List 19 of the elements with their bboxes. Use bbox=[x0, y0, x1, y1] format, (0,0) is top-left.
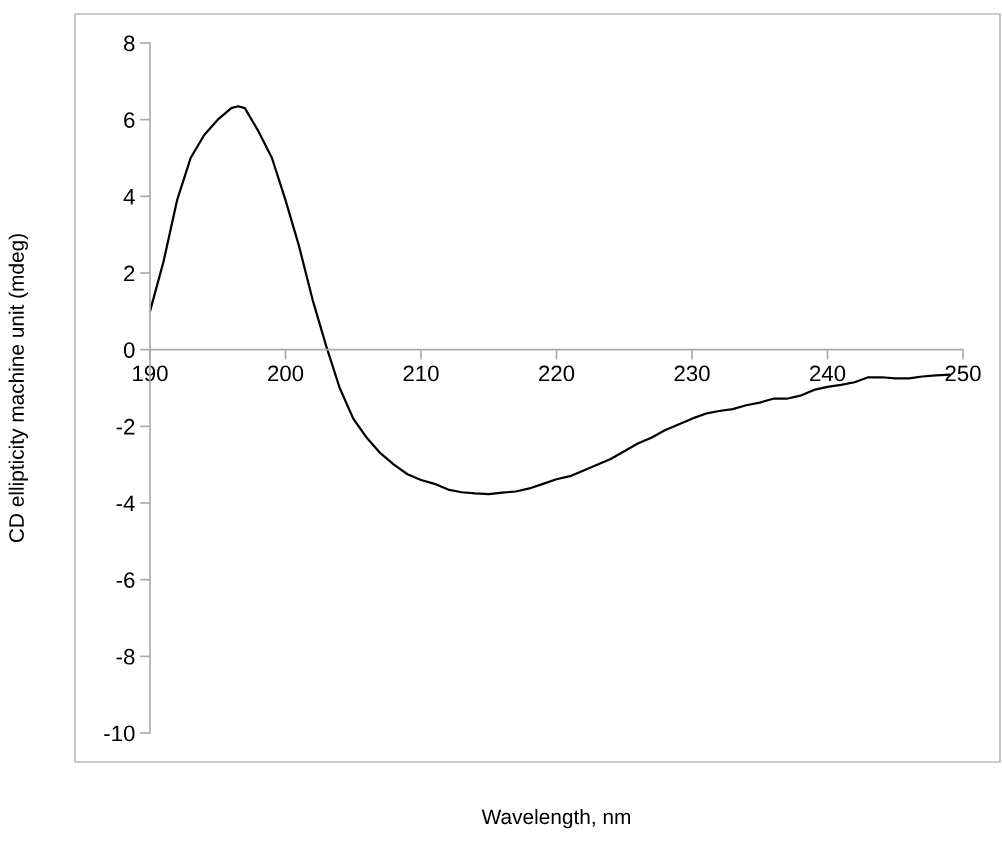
x-tick-label: 200 bbox=[268, 365, 304, 382]
y-tick-label: -6 bbox=[116, 572, 135, 588]
x-tick-label: 220 bbox=[539, 365, 575, 382]
x-tick-label: 240 bbox=[810, 365, 846, 382]
y-tick-label: 6 bbox=[124, 112, 135, 128]
y-tick-label: -10 bbox=[104, 725, 135, 742]
y-tick-label: 0 bbox=[123, 342, 135, 358]
y-tick-label: -8 bbox=[116, 648, 135, 665]
x-tick-label: 230 bbox=[674, 365, 710, 382]
x-tick-label: 210 bbox=[403, 365, 439, 382]
y-tick-label: 2 bbox=[124, 265, 135, 282]
y-tick-label: -2 bbox=[116, 418, 135, 435]
y-tick-label: 4 bbox=[123, 189, 135, 205]
y-tick-label: -4 bbox=[116, 495, 135, 512]
x-tick-label: 250 bbox=[945, 365, 981, 382]
x-axis-title: Wavelength, nm bbox=[481, 808, 631, 829]
y-tick-label: 8 bbox=[124, 35, 135, 52]
x-tick-label: 190 bbox=[133, 365, 168, 382]
y-axis-title: CD ellipticity machine unit (mdeg) bbox=[8, 234, 29, 543]
